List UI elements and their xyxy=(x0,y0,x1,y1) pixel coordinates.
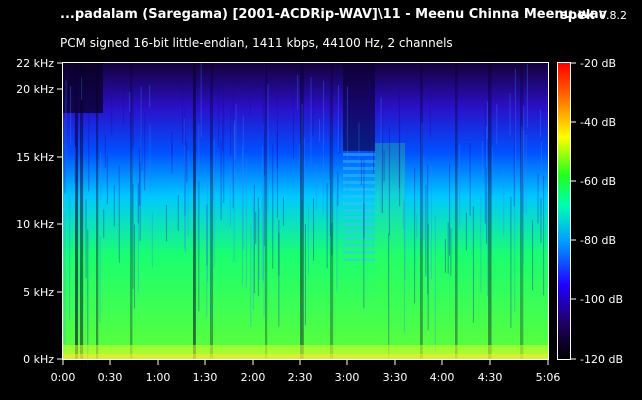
time-tick-label: 1:00 xyxy=(146,371,171,384)
spectrogram-image xyxy=(63,63,548,359)
level-scale-frame xyxy=(557,62,571,360)
level-axis: -20 dB -40 dB -60 dB -80 dB -100 dB -120… xyxy=(571,57,623,366)
time-tick-label: 4:00 xyxy=(430,371,455,384)
freq-tick-label: 15 kHz xyxy=(16,151,54,164)
time-tick-label: 2:00 xyxy=(241,371,266,384)
time-tick-label: 2:30 xyxy=(288,371,313,384)
freq-tick-label: 10 kHz xyxy=(16,218,54,231)
app-version: 0.8.2 xyxy=(599,9,628,22)
level-color-scale xyxy=(558,63,570,359)
freq-tick-label: 5 kHz xyxy=(23,286,54,299)
spectrogram-texture xyxy=(63,63,549,367)
spectrogram-frame xyxy=(62,62,549,360)
time-tick-label: 5:06 xyxy=(536,371,561,384)
level-tick-label: -20 dB xyxy=(580,57,616,70)
level-tick-label: -60 dB xyxy=(580,175,616,188)
app-name: spek xyxy=(560,8,595,23)
time-axis: 0:00 0:30 1:00 1:30 2:00 2:30 3:00 3:30 … xyxy=(51,360,561,384)
app-label: spek 0.8.2 xyxy=(560,8,627,23)
file-title: ...padalam (Saregama) [2001-ACDRip-WAV]\… xyxy=(60,7,608,22)
frequency-axis: 22 kHz 20 kHz 15 kHz 10 kHz 5 kHz 0 kHz xyxy=(16,57,62,366)
time-tick-label: 1:30 xyxy=(193,371,218,384)
level-tick-label: -80 dB xyxy=(580,234,616,247)
freq-tick-label: 0 kHz xyxy=(23,353,54,366)
time-tick-label: 3:30 xyxy=(383,371,408,384)
audio-info: PCM signed 16-bit little-endian, 1411 kb… xyxy=(60,36,453,50)
freq-tick-label: 22 kHz xyxy=(16,57,54,70)
time-tick-label: 3:00 xyxy=(335,371,360,384)
time-tick-label: 0:30 xyxy=(98,371,123,384)
time-tick-label: 4:30 xyxy=(478,371,503,384)
level-tick-label: -100 dB xyxy=(580,293,623,306)
freq-tick-label: 20 kHz xyxy=(16,83,54,96)
level-tick-label: -120 dB xyxy=(580,353,623,366)
time-tick-label: 0:00 xyxy=(51,371,76,384)
level-tick-label: -40 dB xyxy=(580,116,616,129)
